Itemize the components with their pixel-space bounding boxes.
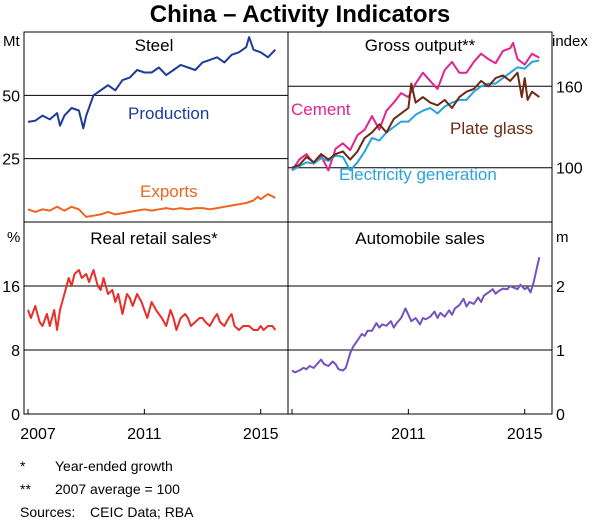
auto-unit: m: [556, 229, 569, 246]
production-series-label: Production: [128, 104, 209, 123]
retail-y-tick-label: 8: [11, 343, 20, 360]
x-tick-label-right: 2011: [391, 426, 426, 443]
gross-output-y-tick-label: 100: [556, 161, 583, 178]
footnote-2-marker: **: [20, 481, 31, 497]
chart-title: China – Activity Indicators: [150, 1, 451, 28]
gross-output-panel-title: Gross output**: [365, 36, 476, 55]
auto-y-tick-label: 0: [556, 407, 565, 424]
steel-y-tick-label: 25: [2, 152, 20, 169]
sources-label: Sources:: [20, 504, 75, 520]
auto-panel: 0 1 2: [288, 256, 565, 424]
retail-panel: 0 8 16: [2, 269, 288, 424]
steel-unit: Mt: [3, 33, 20, 50]
auto-series-automobile-sales: [291, 256, 541, 374]
sources-text: CEIC Data; RBA: [90, 504, 194, 520]
plate-glass-series-label: Plate glass: [450, 119, 533, 138]
footnote-2-text: 2007 average = 100: [55, 481, 180, 497]
steel-panel-title: Steel: [135, 36, 174, 55]
gross-output-series-electricity-generation: [291, 59, 540, 172]
steel-series-exports: [27, 193, 276, 218]
auto-panel-title: Automobile sales: [355, 229, 484, 248]
electricity-series-label: Electricity generation: [339, 165, 497, 184]
x-tick-label-left: 2011: [127, 426, 162, 443]
gross-output-series-plate-glass: [291, 71, 540, 169]
auto-y-tick-label: 1: [556, 343, 565, 360]
gross-output-series-cement: [291, 41, 540, 172]
footnote-1-text: Year-ended growth: [55, 458, 173, 474]
gross-output-y-tick-label: 160: [556, 79, 583, 96]
auto-y-tick-label: 2: [556, 279, 565, 296]
footnote-1-marker: *: [20, 458, 26, 474]
gross-output-panel: 100 160: [288, 41, 583, 178]
gross-output-unit: index: [552, 33, 588, 50]
x-tick-label-right: 2015: [507, 426, 543, 443]
steel-series-production: [27, 36, 277, 130]
x-tick-label-left: 2015: [243, 426, 279, 443]
retail-y-tick-label: 0: [11, 407, 20, 424]
exports-series-label: Exports: [140, 182, 198, 201]
cement-series-label: Cement: [291, 100, 351, 119]
retail-panel-title: Real retail sales*: [90, 229, 218, 248]
steel-panel: 25 50: [2, 36, 288, 218]
retail-y-tick-label: 16: [2, 279, 20, 296]
x-tick-label-left: 2007: [20, 426, 56, 443]
steel-y-tick-label: 50: [2, 88, 20, 105]
retail-series-real-retail-sales: [27, 269, 277, 331]
retail-unit: %: [7, 229, 20, 246]
